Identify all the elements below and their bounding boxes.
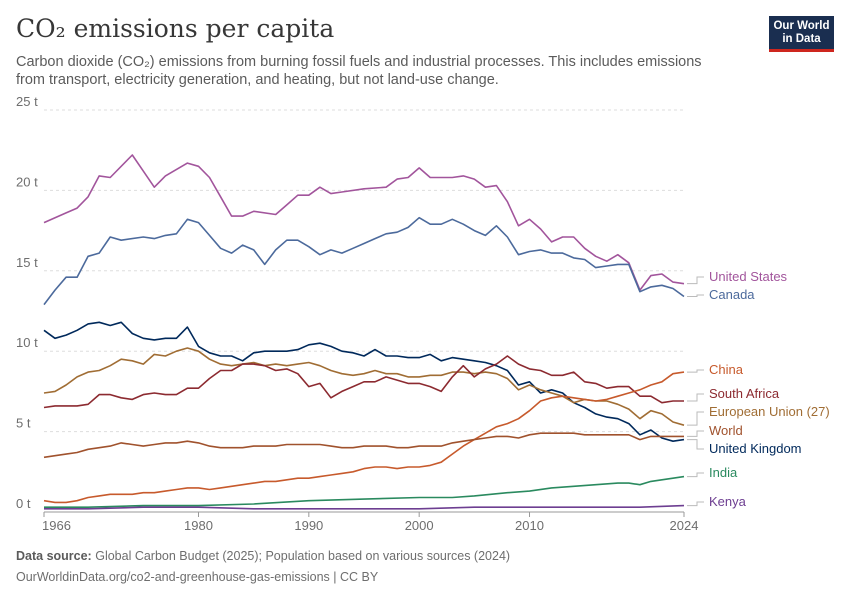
series-line-kenya xyxy=(44,504,685,510)
x-tick-label: 2010 xyxy=(515,518,544,533)
owid-logo[interactable]: Our World in Data xyxy=(769,16,834,52)
x-tick-label: 1990 xyxy=(294,518,323,533)
series-label-south-africa: South Africa xyxy=(709,386,780,401)
series-label-world: World xyxy=(709,423,743,438)
label-connector xyxy=(687,430,704,437)
label-connector xyxy=(687,411,704,426)
series-line-world xyxy=(43,432,684,459)
y-tick-label: 25 t xyxy=(16,94,38,109)
series-line-canada xyxy=(43,216,685,306)
series-line-india xyxy=(44,475,685,508)
series-label-canada: Canada xyxy=(709,287,755,302)
series-label-kenya: Kenya xyxy=(709,494,747,509)
label-connector xyxy=(687,369,704,373)
label-connector xyxy=(687,294,704,298)
chart-title: CO₂ emissions per capita xyxy=(16,14,335,43)
y-tick-label: 5 t xyxy=(16,416,31,431)
axes: 0 t 5 t 10 t 15 t 20 t 25 t 1966 1980 1990 2000 20… xyxy=(16,94,698,533)
line-chart: 0 t 5 t 10 t 15 t 20 t 25 t 1966 1980 1990 2000 20… xyxy=(16,94,830,533)
series-lines xyxy=(43,154,685,510)
series-label-united-states: United States xyxy=(709,269,788,284)
source-note: Data source: Global Carbon Budget (2025)… xyxy=(16,549,510,563)
series-labels: United States Canada United Kingdom Europea… xyxy=(687,269,830,509)
logo-line-1: Our World xyxy=(773,20,830,32)
y-tick-label: 0 t xyxy=(16,496,31,511)
series-line-south-africa xyxy=(43,355,684,409)
x-tick-label: 2000 xyxy=(405,518,434,533)
y-tick-label: 10 t xyxy=(16,335,38,350)
x-tick-label: 1980 xyxy=(184,518,213,533)
source-text: Global Carbon Budget (2025); Population … xyxy=(95,549,511,563)
label-connector xyxy=(687,501,704,507)
series-label-united-kingdom: United Kingdom xyxy=(709,441,802,456)
gridlines xyxy=(44,109,684,513)
series-line-united-states xyxy=(43,154,685,291)
x-tick-label: 2024 xyxy=(670,518,699,533)
label-connector xyxy=(687,276,704,285)
series-line-european-union-27- xyxy=(43,347,685,426)
series-label-european-union-27-: European Union (27) xyxy=(709,404,830,419)
source-label: Data source: xyxy=(16,549,92,563)
x-tick-label: 1966 xyxy=(42,518,71,533)
series-label-india: India xyxy=(709,465,738,480)
label-connector xyxy=(687,439,704,450)
series-label-china: China xyxy=(709,362,744,377)
y-tick-label: 20 t xyxy=(16,174,38,189)
source-url[interactable]: OurWorldinData.org/co2-and-greenhouse-ga… xyxy=(16,570,379,584)
label-connector xyxy=(687,472,704,478)
series-line-united-kingdom xyxy=(43,321,685,442)
y-tick-label: 15 t xyxy=(16,255,38,270)
label-connector xyxy=(687,393,704,402)
logo-line-2: in Data xyxy=(782,33,821,45)
series-line-china xyxy=(43,371,685,504)
chart-subtitle: Carbon dioxide (CO₂) emissions from burn… xyxy=(16,54,702,88)
